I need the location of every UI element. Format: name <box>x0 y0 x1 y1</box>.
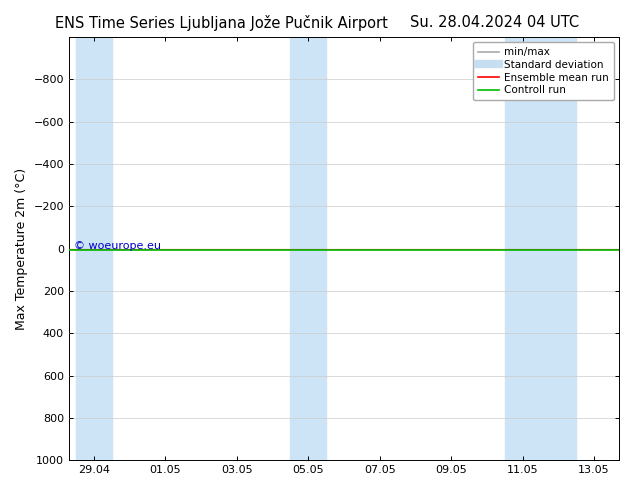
Text: Su. 28.04.2024 04 UTC: Su. 28.04.2024 04 UTC <box>410 15 579 30</box>
Bar <box>505 37 576 460</box>
Legend: min/max, Standard deviation, Ensemble mean run, Controll run: min/max, Standard deviation, Ensemble me… <box>472 42 614 100</box>
Bar <box>76 37 112 460</box>
Bar <box>290 37 326 460</box>
Text: ENS Time Series Ljubljana Jože Pučnik Airport: ENS Time Series Ljubljana Jože Pučnik Ai… <box>55 15 389 31</box>
Text: © woeurope.eu: © woeurope.eu <box>74 242 162 251</box>
Y-axis label: Max Temperature 2m (°C): Max Temperature 2m (°C) <box>15 168 28 330</box>
